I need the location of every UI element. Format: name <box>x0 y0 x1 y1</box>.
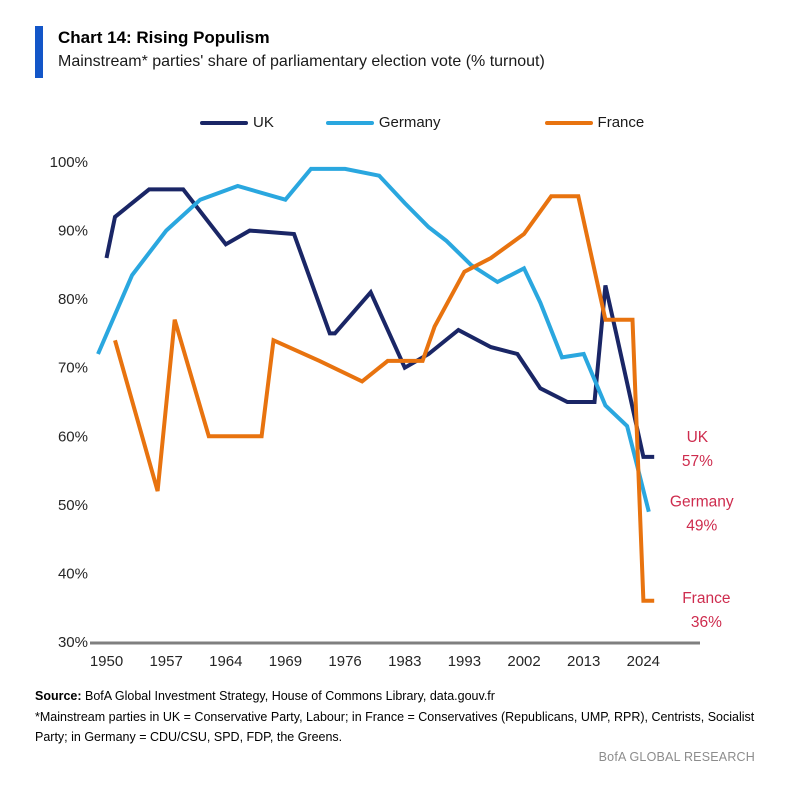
end-label-germany-name: Germany <box>670 494 734 511</box>
legend-label-germany: Germany <box>378 114 441 131</box>
y-tick-label: 90% <box>58 223 88 240</box>
y-tick-label: 60% <box>58 428 88 445</box>
y-tick-label: 70% <box>58 360 88 377</box>
legend: UK Germany France <box>200 114 644 131</box>
x-tick-label: 2002 <box>507 653 540 670</box>
x-tick-label: 1993 <box>448 653 481 670</box>
legend-item-france: France <box>544 114 645 131</box>
legend-label-uk: UK <box>253 114 274 131</box>
y-tick-label: 80% <box>58 291 88 308</box>
chart-title: Chart 14: Rising Populism <box>58 28 270 47</box>
series-line-france <box>113 194 655 603</box>
y-tick-label: 40% <box>58 565 88 582</box>
legend-item-germany: Germany <box>325 114 441 131</box>
end-label-uk-name: UK <box>687 429 709 446</box>
y-tick-label: 100% <box>50 154 88 171</box>
end-label-france-name: France <box>682 590 730 607</box>
footnote: *Mainstream parties in UK = Conservative… <box>35 710 755 744</box>
legend-swatch-germany <box>325 120 374 125</box>
x-tick-label: 1969 <box>269 653 302 670</box>
chart-subtitle: Mainstream* parties' share of parliament… <box>58 53 545 70</box>
series-line-germany <box>96 166 651 513</box>
x-tick-label: 1950 <box>90 653 123 670</box>
legend-label-france: France <box>597 114 645 131</box>
accent-bar <box>35 26 43 78</box>
source-text: BofA Global Investment Strategy, House o… <box>81 689 495 703</box>
x-tick-label: 1964 <box>209 653 242 670</box>
x-tick-label: 2013 <box>567 653 600 670</box>
legend-swatch-uk <box>200 120 248 125</box>
series-line-uk <box>104 187 655 459</box>
chart-footer: Source: BofA Global Investment Strategy,… <box>35 686 763 747</box>
x-tick-label: 1983 <box>388 653 421 670</box>
x-tick-label: 2024 <box>627 653 660 670</box>
chart-header: Chart 14: Rising Populism Mainstream* pa… <box>35 26 545 78</box>
legend-item-uk: UK <box>200 114 274 131</box>
legend-swatch-france <box>544 120 593 125</box>
x-tick-label: 1957 <box>149 653 182 670</box>
source-label: Source: <box>35 689 82 703</box>
y-tick-label: 30% <box>58 634 88 651</box>
end-label-uk-value: 57% <box>682 453 713 470</box>
end-label-germany-value: 49% <box>686 518 717 535</box>
brand-label: BofA GLOBAL RESEARCH <box>598 750 755 764</box>
x-tick-label: 1976 <box>328 653 361 670</box>
y-tick-label: 50% <box>58 497 88 514</box>
source-line: Source: BofA Global Investment Strategy,… <box>35 686 763 706</box>
end-label-france-value: 36% <box>691 614 722 631</box>
